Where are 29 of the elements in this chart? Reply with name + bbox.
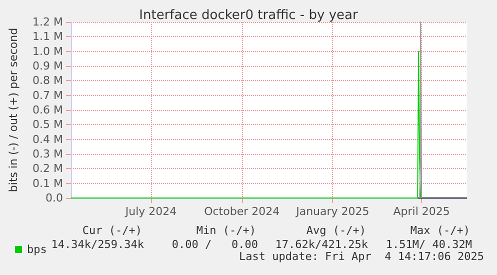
y-tick-label: 0.9 M <box>32 60 63 72</box>
legend-label: bps <box>27 243 47 256</box>
y-tick-label: 0.2 M <box>32 162 63 176</box>
y-tick-label: 1.1 M <box>32 30 63 44</box>
x-tick-label: April 2025 <box>393 205 450 218</box>
y-axis-title: bits in (-) / out (+) per second <box>7 28 20 192</box>
text: Avg (-/+) <box>306 224 366 237</box>
y-tick-label: 0.3 M <box>32 148 63 160</box>
y-tick-label: 0.8 M <box>32 74 63 88</box>
y-tick-label: 0.5 M <box>32 118 63 132</box>
text: Last update: Fri Apr 4 14:17:06 2025 <box>238 250 484 263</box>
x-tick-label: July 2024 <box>124 205 177 218</box>
y-tick-label: 1.2 M <box>32 16 63 28</box>
text: 1.51M/ 40.32M <box>386 238 472 251</box>
y-tick-label: 0.6 M <box>32 104 63 116</box>
x-tick-label: October 2024 <box>204 205 280 218</box>
x-tick-label: January 2025 <box>295 205 370 218</box>
text: Min (-/+) <box>196 224 256 237</box>
y-tick-label: 0.4 M <box>32 132 63 146</box>
text: 17.62k/421.25k <box>275 238 368 251</box>
chart-title: Interface docker0 traffic - by year <box>139 8 358 23</box>
y-tick-label: 0.1 M <box>32 176 63 190</box>
y-tick-label: 0.0 <box>46 192 63 204</box>
y-tick-label: 1.0 M <box>32 44 63 58</box>
y-tick-label: 0.7 M <box>32 88 63 102</box>
text: Cur (-/+) <box>82 224 142 237</box>
text: 14.34k/259.34k <box>51 238 144 251</box>
text: 0.00 / 0.00 <box>172 238 258 251</box>
text: Max (-/+) <box>410 224 470 237</box>
